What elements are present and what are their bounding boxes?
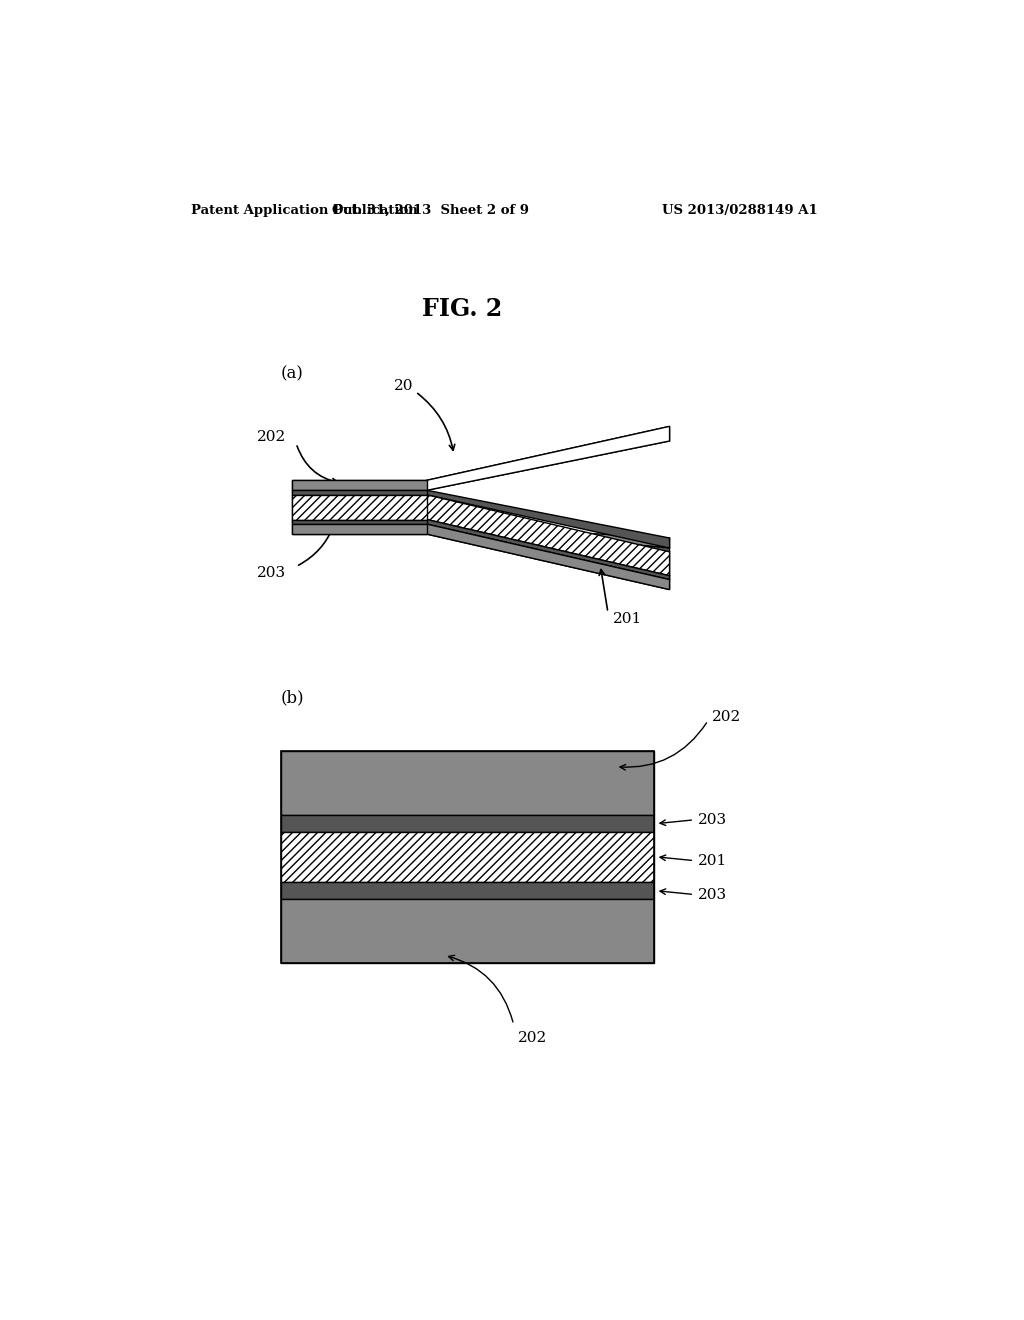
Text: 202: 202 [712,710,741,723]
Text: FIG. 2: FIG. 2 [422,297,502,321]
Polygon shape [427,520,670,579]
Polygon shape [427,524,670,548]
Bar [281,882,654,899]
Text: 20: 20 [394,379,414,392]
Text: (b): (b) [281,689,304,706]
Polygon shape [427,533,670,579]
Polygon shape [427,495,670,576]
Polygon shape [427,524,670,590]
Bar [292,524,427,535]
Polygon shape [427,490,670,548]
Polygon shape [427,527,670,576]
Bar [281,899,654,964]
Bar [292,490,427,495]
Polygon shape [427,426,670,490]
Text: 202: 202 [517,1031,547,1045]
Text: 203: 203 [698,887,727,902]
Bar [292,480,427,490]
Bar [292,520,427,524]
Bar [281,832,654,882]
Polygon shape [427,525,670,552]
Text: 202: 202 [257,430,286,444]
Polygon shape [427,426,670,490]
Bar [292,490,427,495]
Text: Oct. 31, 2013  Sheet 2 of 9: Oct. 31, 2013 Sheet 2 of 9 [333,205,529,218]
Text: 201: 201 [612,612,642,626]
Text: 203: 203 [257,566,286,579]
Bar [281,751,654,964]
Bar [281,751,654,816]
Text: 203: 203 [698,813,727,826]
Bar [281,816,654,832]
Text: US 2013/0288149 A1: US 2013/0288149 A1 [662,205,817,218]
Text: (a): (a) [281,366,303,383]
Text: 201: 201 [698,854,727,867]
Bar [292,520,427,524]
Bar [292,524,427,535]
Text: Patent Application Publication: Patent Application Publication [190,205,418,218]
Bar [292,495,427,520]
Polygon shape [427,533,670,590]
Bar [292,480,427,490]
Bar [292,495,427,520]
